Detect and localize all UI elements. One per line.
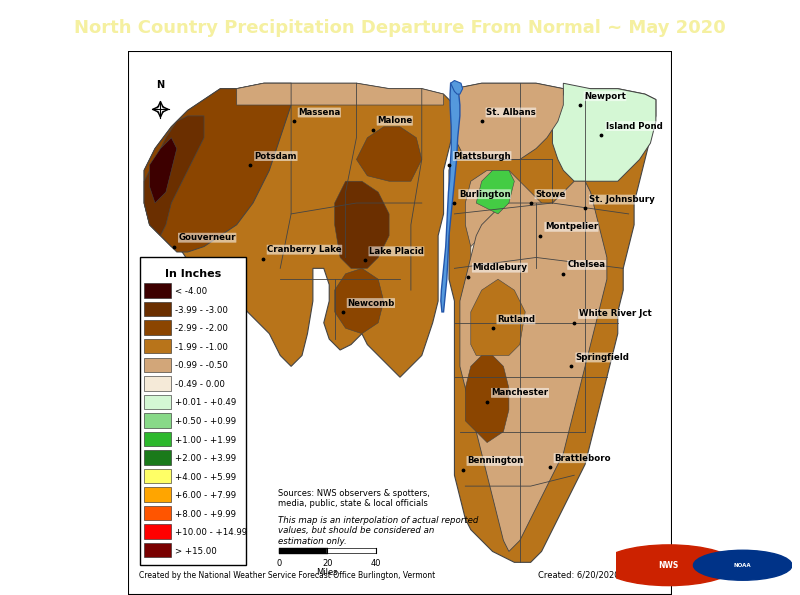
Bar: [143, 320, 170, 335]
Text: -2.99 - -2.00: -2.99 - -2.00: [174, 324, 227, 333]
Text: Newport: Newport: [584, 92, 626, 101]
Polygon shape: [466, 170, 553, 279]
Text: Newcomb: Newcomb: [347, 299, 394, 308]
Text: -0.49 - 0.00: -0.49 - 0.00: [174, 380, 225, 389]
Bar: [143, 487, 170, 502]
Polygon shape: [466, 355, 509, 443]
Text: North Country Precipitation Departure From Normal ~ May 2020: North Country Precipitation Departure Fr…: [74, 19, 726, 37]
Bar: [140, 258, 246, 565]
Text: +10.00 - +14.99: +10.00 - +14.99: [174, 528, 246, 537]
Polygon shape: [237, 83, 443, 105]
Text: NWS: NWS: [658, 560, 679, 570]
Text: Montpelier: Montpelier: [545, 223, 598, 231]
Text: St. Albans: St. Albans: [486, 108, 536, 117]
Text: Gouverneur: Gouverneur: [178, 233, 236, 242]
Text: -1.99 - -1.00: -1.99 - -1.00: [174, 343, 227, 352]
Text: Massena: Massena: [298, 108, 341, 117]
Text: Stowe: Stowe: [535, 190, 566, 199]
Text: Lake Placid: Lake Placid: [369, 247, 424, 256]
Text: Rutland: Rutland: [497, 315, 535, 324]
Polygon shape: [450, 80, 462, 94]
Polygon shape: [476, 170, 514, 214]
Bar: [143, 543, 170, 558]
Polygon shape: [150, 137, 177, 203]
Text: +2.00 - +3.99: +2.00 - +3.99: [174, 454, 236, 463]
Circle shape: [602, 545, 736, 585]
Text: Plattsburgh: Plattsburgh: [454, 152, 511, 161]
Text: Chelsea: Chelsea: [568, 261, 606, 270]
Text: Island Pond: Island Pond: [606, 121, 662, 131]
Text: +0.50 - +0.99: +0.50 - +0.99: [174, 417, 236, 426]
Circle shape: [694, 550, 792, 580]
Text: -0.99 - -0.50: -0.99 - -0.50: [174, 361, 227, 370]
Text: St. Johnsbury: St. Johnsbury: [590, 195, 655, 204]
Polygon shape: [441, 83, 460, 312]
Text: 0: 0: [277, 559, 282, 568]
Polygon shape: [460, 181, 607, 552]
Text: Potsdam: Potsdam: [254, 152, 297, 161]
Text: N: N: [156, 80, 165, 90]
Polygon shape: [454, 83, 563, 159]
Text: +1.00 - +1.99: +1.00 - +1.99: [174, 436, 236, 444]
Bar: [143, 506, 170, 521]
Text: Malone: Malone: [377, 116, 412, 125]
Polygon shape: [144, 83, 454, 377]
Polygon shape: [144, 116, 204, 236]
Text: This map is an interpolation of actual reported
values, but should be considered: This map is an interpolation of actual r…: [278, 516, 478, 546]
Polygon shape: [449, 83, 656, 562]
Text: White River Jct: White River Jct: [578, 309, 651, 318]
Text: -3.99 - -3.00: -3.99 - -3.00: [174, 306, 227, 315]
Text: +6.00 - +7.99: +6.00 - +7.99: [174, 491, 236, 500]
Bar: [143, 358, 170, 372]
Text: Cranberry Lake: Cranberry Lake: [267, 245, 342, 254]
Text: 20: 20: [322, 559, 333, 568]
Text: Springfield: Springfield: [576, 353, 630, 362]
Bar: [143, 283, 170, 298]
Polygon shape: [357, 127, 422, 181]
Text: +4.00 - +5.99: +4.00 - +5.99: [174, 472, 236, 481]
Text: Burlington: Burlington: [458, 190, 510, 199]
Bar: [143, 450, 170, 465]
Bar: [143, 376, 170, 390]
Text: Bennington: Bennington: [467, 456, 523, 465]
Polygon shape: [470, 236, 536, 322]
Polygon shape: [334, 181, 389, 268]
Polygon shape: [553, 83, 656, 181]
Bar: [143, 413, 170, 428]
Text: In Inches: In Inches: [165, 270, 221, 280]
Text: < -4.00: < -4.00: [174, 287, 206, 296]
Text: Miles: Miles: [317, 568, 338, 577]
Bar: [143, 469, 170, 483]
Text: +0.01 - +0.49: +0.01 - +0.49: [174, 399, 236, 408]
Bar: [143, 432, 170, 446]
Polygon shape: [470, 279, 526, 355]
Text: Middlebury: Middlebury: [473, 263, 527, 272]
Bar: [143, 302, 170, 317]
Text: Brattleboro: Brattleboro: [554, 454, 610, 463]
Bar: [143, 339, 170, 353]
Text: +8.00 - +9.99: +8.00 - +9.99: [174, 510, 236, 519]
Text: Created: 6/20/2020 10:01 AM: Created: 6/20/2020 10:01 AM: [538, 571, 662, 580]
Text: > +15.00: > +15.00: [174, 547, 216, 556]
Polygon shape: [334, 268, 384, 334]
Bar: [143, 394, 170, 409]
Text: NOAA: NOAA: [734, 563, 751, 568]
Text: Manchester: Manchester: [491, 389, 549, 397]
Bar: [143, 524, 170, 539]
Polygon shape: [144, 83, 291, 252]
Text: Sources: NWS observers & spotters,
media, public, state & local officials: Sources: NWS observers & spotters, media…: [278, 489, 430, 508]
Text: 40: 40: [370, 559, 381, 568]
Text: Created by the National Weather Service Forecast Office Burlington, Vermont: Created by the National Weather Service …: [138, 571, 435, 580]
